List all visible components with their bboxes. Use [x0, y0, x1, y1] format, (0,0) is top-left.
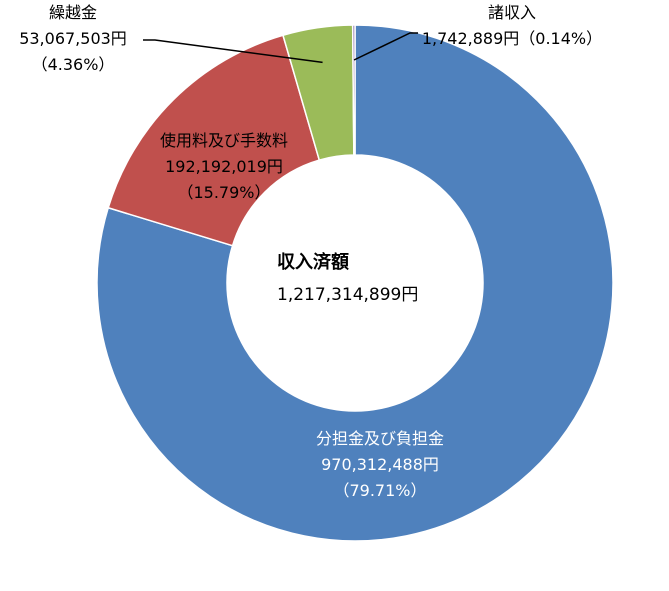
- slice-label-percent-1: （15.79%）: [177, 183, 270, 202]
- slice-label-name-3: 諸収入: [488, 3, 536, 22]
- slice-label-amount-3: 1,742,889円（0.14%）: [422, 29, 602, 48]
- donut-slice-1: [107, 34, 321, 247]
- donut-slice-0: [96, 24, 614, 542]
- slice-label-name-1: 使用料及び手数料: [160, 131, 288, 150]
- slice-label-name-0: 分担金及び負担金: [316, 429, 444, 448]
- donut-slice-3: [351, 24, 356, 156]
- slice-label-amount-1: 192,192,019円: [165, 157, 283, 176]
- leader-lines: [143, 32, 418, 64]
- slice-label-amount-2: 53,067,503円: [19, 29, 127, 48]
- slice-label-percent-2: （4.36%）: [32, 55, 115, 74]
- leader-line-3: [353, 32, 418, 61]
- slice-label-percent-0: （79.71%）: [333, 481, 426, 500]
- data-labels: 分担金及び負担金 970,312,488円 （79.71%） 使用料及び手数料 …: [19, 3, 602, 500]
- center-title: 収入済額: [277, 251, 349, 273]
- slice-label-name-2: 繰越金: [49, 3, 97, 22]
- center-label: 収入済額 1,217,314,899円: [277, 251, 418, 305]
- center-value: 1,217,314,899円: [277, 285, 418, 305]
- slice-label-amount-0: 970,312,488円: [321, 455, 439, 474]
- leader-line-2: [143, 39, 323, 64]
